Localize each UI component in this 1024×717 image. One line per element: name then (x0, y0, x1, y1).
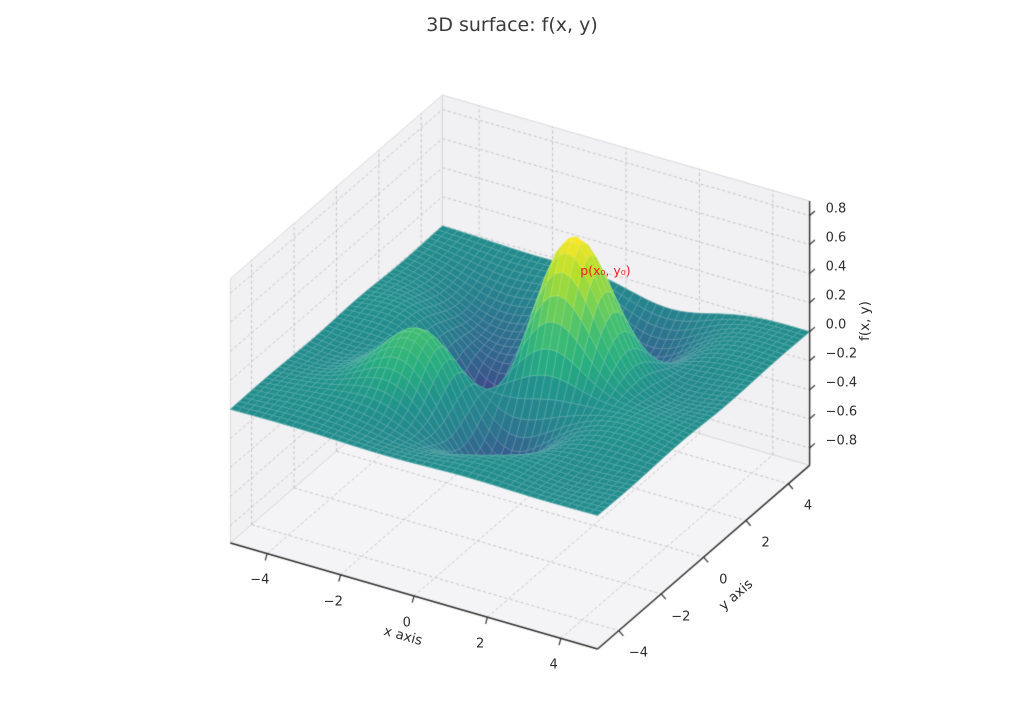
x-tick-label: 2 (476, 636, 485, 652)
chart-title: 3D surface: f(x, y) (426, 14, 598, 36)
y-tick-label: −4 (628, 645, 649, 661)
x-tick-label: −4 (250, 572, 270, 588)
y-tick-label: 2 (761, 535, 770, 551)
z-tick-label: 0.2 (825, 288, 847, 304)
y-tick-label: 0 (719, 572, 728, 588)
x-tick-label: 4 (549, 657, 558, 673)
y-tick-label: −2 (671, 609, 691, 625)
z-tick-label: −0.6 (825, 404, 858, 420)
z-tick-label: −0.8 (825, 433, 858, 449)
point-annotation: p(x₀, y₀) (580, 262, 631, 278)
z-tick-label: −0.2 (825, 346, 858, 362)
z-tick-label: 0.8 (825, 201, 847, 217)
z-tick-label: 0.6 (825, 230, 847, 246)
x-tick-label: 0 (402, 615, 411, 631)
y-tick-label: 4 (803, 498, 813, 514)
z-tick-label: 0.4 (825, 259, 847, 275)
z-axis-label: f(x, y) (856, 301, 873, 342)
z-tick-label: −0.4 (825, 375, 858, 391)
z-tick-label: 0.0 (825, 317, 847, 333)
x-tick-label: −2 (323, 594, 343, 610)
